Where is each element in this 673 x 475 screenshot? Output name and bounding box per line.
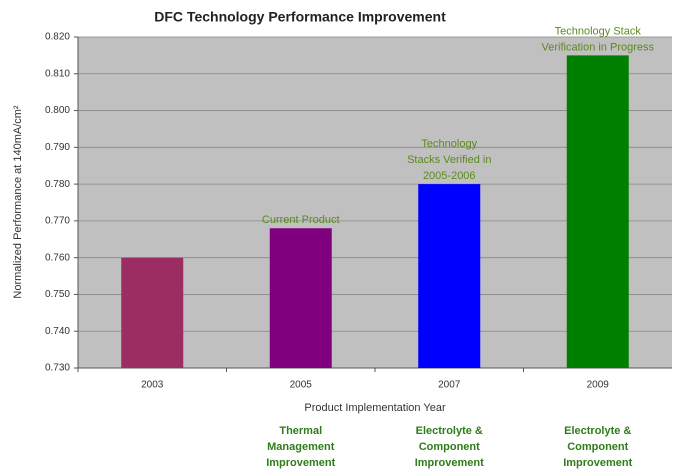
note: Component bbox=[567, 441, 628, 453]
y-tick-label: 0.790 bbox=[45, 142, 70, 153]
y-tick-label: 0.740 bbox=[45, 326, 70, 337]
y-tick-label: 0.780 bbox=[45, 179, 70, 190]
annotation: Verification in Progress bbox=[542, 41, 655, 53]
y-tick-label: 0.730 bbox=[45, 363, 70, 374]
x-tick-label: 2003 bbox=[141, 380, 164, 391]
x-tick-label: 2009 bbox=[587, 380, 610, 391]
y-tick-label: 0.810 bbox=[45, 68, 70, 79]
y-tick-label: 0.800 bbox=[45, 105, 70, 116]
note: Thermal bbox=[279, 425, 322, 437]
chart-title: DFC Technology Performance Improvement bbox=[154, 9, 446, 25]
bar bbox=[566, 55, 629, 369]
note: Electrolyte & bbox=[416, 425, 483, 437]
note: Improvement bbox=[563, 457, 632, 469]
bar bbox=[269, 228, 332, 368]
x-axis-title: Product Implementation Year bbox=[304, 402, 446, 414]
bar bbox=[121, 257, 184, 368]
note: Electrolyte & bbox=[564, 425, 631, 437]
annotation: Stacks Verified in bbox=[407, 154, 491, 166]
annotation: 2005-2006 bbox=[423, 170, 476, 182]
bar bbox=[418, 184, 481, 368]
y-tick-label: 0.820 bbox=[45, 32, 70, 43]
x-tick-label: 2005 bbox=[290, 380, 313, 391]
note: Improvement bbox=[266, 457, 335, 469]
y-tick-label: 0.750 bbox=[45, 289, 70, 300]
x-tick-label: 2007 bbox=[438, 380, 461, 391]
y-tick-label: 0.760 bbox=[45, 252, 70, 263]
annotation: Technology bbox=[421, 138, 477, 150]
y-tick-label: 0.770 bbox=[45, 216, 70, 227]
note: Component bbox=[419, 441, 480, 453]
note: Management bbox=[267, 441, 335, 453]
annotation: Technology Stack bbox=[555, 25, 642, 37]
note: Improvement bbox=[415, 457, 484, 469]
y-axis-title: Normalized Performance at 140mA/cm² bbox=[12, 105, 24, 299]
annotation: Current Product bbox=[262, 214, 340, 226]
